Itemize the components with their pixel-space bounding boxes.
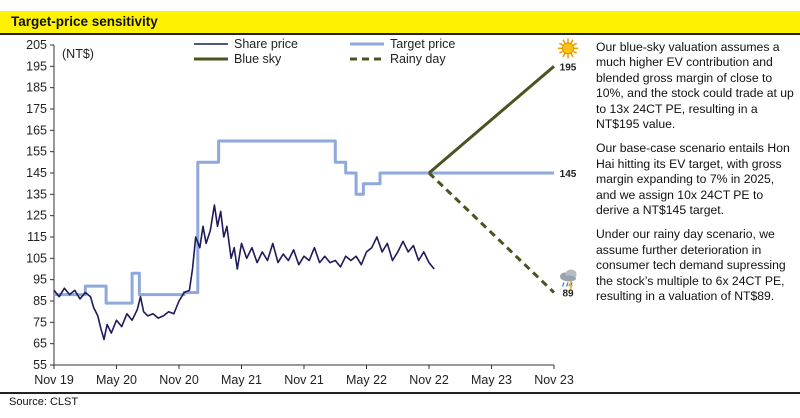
chart-header: Target-price sensitivity bbox=[0, 11, 800, 35]
sun-ray bbox=[572, 42, 578, 47]
chart-title: Target-price sensitivity bbox=[11, 14, 158, 29]
legend-label: Target price bbox=[390, 37, 455, 51]
y-tick-label: 85 bbox=[33, 294, 47, 308]
blue-sky-commentary: Our blue-sky valuation assumes a much hi… bbox=[596, 40, 794, 132]
sun-ray bbox=[558, 50, 564, 55]
series-line-rainy-day bbox=[427, 171, 556, 294]
lightning-bolt bbox=[567, 280, 574, 290]
y-tick-label: 135 bbox=[26, 187, 47, 201]
y-tick-label: 115 bbox=[27, 230, 47, 244]
y-tick-label: 185 bbox=[26, 81, 47, 95]
x-tick-label: Nov 23 bbox=[534, 373, 574, 387]
y-tick-label: 195 bbox=[26, 59, 47, 73]
end-value-label: 195 bbox=[560, 62, 577, 73]
x-tick-label: Nov 22 bbox=[409, 373, 449, 387]
sun-ray bbox=[562, 39, 566, 44]
source-footer: Source: CLST bbox=[0, 392, 800, 408]
y-tick-label: 105 bbox=[26, 251, 47, 265]
end-value-label: 89 bbox=[562, 288, 574, 299]
rain-drop bbox=[561, 282, 565, 287]
sun-ray bbox=[570, 53, 574, 58]
y-tick-label: 155 bbox=[26, 145, 47, 159]
legend-label: Share price bbox=[234, 37, 298, 51]
x-tick-label: Nov 20 bbox=[159, 373, 199, 387]
target-price-chart: 55 65 75 85 95 105 115 125 135 145 155 165 175 185 195… bbox=[26, 37, 578, 387]
cloud-part bbox=[562, 275, 576, 282]
sun-ray bbox=[572, 50, 578, 55]
y-tick-label: 145 bbox=[26, 166, 47, 180]
base-case-commentary: Our base-case scenario entails Hon Hai h… bbox=[596, 141, 790, 218]
y-tick-label: 165 bbox=[26, 123, 47, 137]
sun-icon bbox=[558, 38, 578, 59]
y-tick-label: 65 bbox=[33, 337, 47, 351]
x-tick-label: May 21 bbox=[221, 373, 262, 387]
y-tick-label: 95 bbox=[33, 273, 47, 287]
x-tick-label: Nov 19 bbox=[34, 373, 74, 387]
y-tick-label: 175 bbox=[26, 102, 47, 116]
x-tick-label: May 22 bbox=[346, 373, 387, 387]
legend-label: Blue sky bbox=[234, 52, 282, 66]
series-line-blue-sky bbox=[428, 65, 555, 175]
commentary-panel: Our blue-sky valuation assumes a much hi… bbox=[596, 40, 796, 314]
x-tick-label: Nov 21 bbox=[284, 373, 324, 387]
x-tick-label: May 20 bbox=[96, 373, 137, 387]
source-text: Source: CLST bbox=[9, 396, 79, 408]
series-line-share-price bbox=[53, 204, 435, 341]
y-tick-label: 205 bbox=[26, 38, 47, 52]
end-value-label: 145 bbox=[560, 169, 577, 180]
series-line-target-price bbox=[54, 139, 554, 305]
x-tick-label: May 23 bbox=[471, 373, 512, 387]
legend-label: Rainy day bbox=[390, 52, 446, 66]
rain-drop bbox=[565, 282, 569, 287]
y-axis-unit-label: (NT$) bbox=[62, 47, 94, 61]
sun-ray bbox=[570, 39, 574, 44]
rainy-day-commentary: Under our rainy day scenario, we assume … bbox=[596, 227, 786, 304]
y-tick-label: 75 bbox=[33, 315, 47, 329]
y-tick-label: 125 bbox=[26, 209, 47, 223]
sun-ray bbox=[558, 42, 564, 47]
sun-ray bbox=[562, 53, 566, 58]
sun-disc bbox=[562, 42, 574, 55]
rain-cloud-icon bbox=[560, 269, 577, 290]
y-tick-label: 55 bbox=[33, 358, 47, 372]
